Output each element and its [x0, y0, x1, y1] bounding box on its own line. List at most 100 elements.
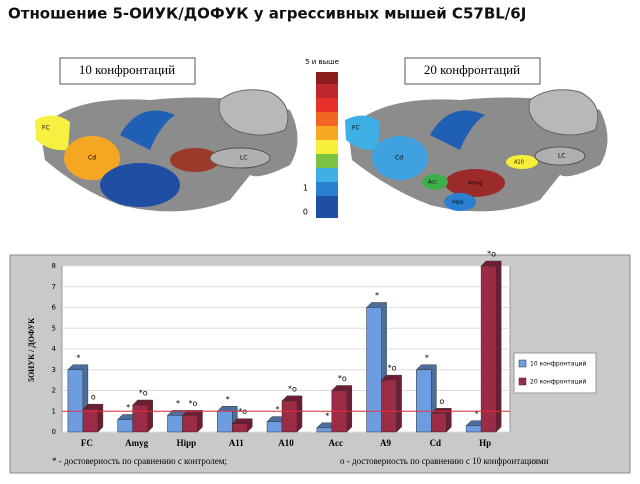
x-tick-label: A9 — [380, 438, 391, 448]
region — [345, 115, 380, 151]
bar — [82, 408, 99, 433]
significance-marker: * — [226, 395, 230, 404]
significance-marker: o — [439, 397, 444, 406]
region — [170, 148, 220, 172]
scale-step — [316, 140, 338, 154]
map-label-box — [59, 57, 196, 85]
bar — [431, 413, 447, 433]
y-tick-label: 5 — [52, 324, 56, 332]
significance-marker: * — [325, 411, 329, 420]
significance-marker: *o — [288, 384, 297, 393]
footnote: o - достоверность по сравнению с 10 конф… — [340, 456, 549, 466]
region — [506, 155, 538, 169]
y-tick-label: 2 — [52, 387, 56, 395]
region — [430, 110, 485, 150]
significance-marker: *o — [388, 364, 397, 373]
region-label: LC — [240, 155, 248, 162]
bar — [266, 421, 283, 433]
scale-step — [316, 182, 338, 196]
scale-title: 5 и выше — [305, 58, 339, 66]
significance-marker: *o — [139, 389, 148, 398]
region — [64, 136, 120, 180]
bar — [67, 369, 84, 433]
bar — [465, 425, 482, 433]
significance-marker: o — [91, 393, 96, 402]
x-tick-label: A11 — [229, 438, 245, 448]
x-tick-label: FC — [81, 438, 93, 448]
bar — [480, 265, 497, 433]
scale-step — [316, 126, 338, 140]
region — [100, 163, 180, 207]
x-tick-label: Hp — [479, 438, 491, 448]
significance-marker: * — [76, 353, 80, 362]
cerebellum — [218, 89, 289, 136]
significance-marker: *o — [338, 374, 347, 383]
scale-label: 1 — [303, 184, 308, 193]
scale-step — [316, 98, 338, 112]
region-label: Hipp — [452, 200, 464, 206]
scale-label: 0 — [303, 208, 308, 217]
legend-label: 20 конфронтаций — [530, 379, 586, 386]
significance-marker: * — [475, 409, 479, 418]
bar — [416, 369, 432, 433]
x-tick-label: Cd — [430, 438, 442, 448]
map-label-box — [404, 57, 541, 85]
map-label: 20 конфронтаций — [424, 62, 520, 77]
footnote: * - достоверность по сравнению с контрол… — [52, 456, 227, 466]
scale-step — [316, 196, 338, 218]
x-tick-label: A10 — [278, 438, 294, 448]
region — [35, 115, 70, 151]
bar — [216, 411, 233, 433]
legend-swatch — [518, 377, 527, 386]
legend — [513, 352, 597, 394]
x-tick-label: Amyg — [125, 438, 148, 448]
significance-marker: *o — [487, 250, 496, 259]
scale-step — [316, 112, 338, 126]
y-tick-label: 0 — [52, 428, 56, 436]
y-tick-label: 8 — [52, 262, 56, 270]
significance-marker: *o — [188, 399, 197, 408]
significance-marker: * — [276, 405, 280, 414]
legend-swatch — [518, 359, 527, 368]
bar — [117, 419, 133, 433]
bar — [316, 427, 333, 433]
y-axis-label: 5ОИУК / ДОФУК — [27, 318, 36, 382]
region — [120, 110, 175, 150]
color-scale — [316, 72, 338, 218]
cerebellum — [528, 89, 599, 136]
region-label: Amyg — [468, 181, 482, 187]
bar — [381, 379, 397, 433]
significance-marker: * — [425, 353, 429, 362]
significance-marker: * — [176, 399, 180, 408]
region — [444, 193, 476, 211]
bar — [231, 423, 248, 433]
scale-step — [316, 168, 338, 182]
map-label: 10 конфронтаций — [79, 62, 175, 77]
y-tick-label: 7 — [52, 283, 56, 291]
region-label: FC — [352, 125, 360, 132]
bar — [182, 415, 198, 433]
slide-title: Отношение 5-ОИУК/ДОФУК у агрессивных мыш… — [8, 5, 526, 23]
region — [372, 136, 428, 180]
y-tick-label: 4 — [52, 345, 57, 353]
region-label: LC — [558, 153, 566, 160]
region — [422, 174, 448, 190]
bar — [281, 400, 298, 433]
y-tick-label: 1 — [52, 407, 56, 415]
region-label: A10 — [514, 160, 524, 166]
x-tick-label: Hipp — [177, 438, 197, 448]
region-label: FC — [42, 125, 50, 132]
region — [445, 169, 505, 197]
significance-marker: * — [375, 291, 379, 300]
region — [209, 147, 271, 169]
bar — [366, 307, 382, 433]
y-tick-label: 3 — [52, 366, 56, 374]
scale-step — [316, 84, 338, 98]
legend-label: 10 конфронтаций — [530, 361, 586, 368]
x-tick-label: Acc — [329, 438, 344, 448]
scale-step — [316, 72, 338, 84]
region — [534, 146, 586, 166]
region-label: Cd — [88, 155, 96, 162]
